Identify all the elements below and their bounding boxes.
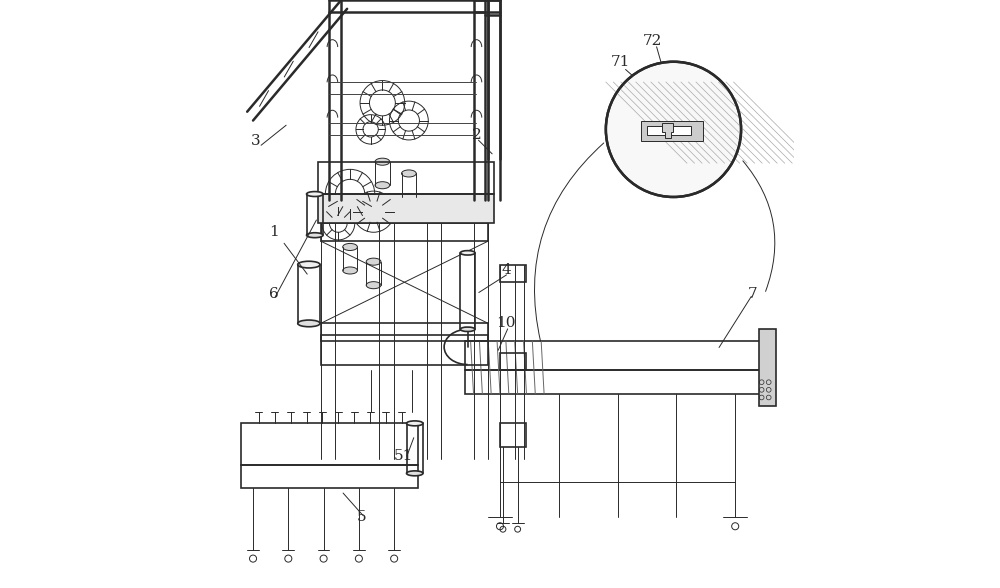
Ellipse shape bbox=[307, 192, 323, 196]
Ellipse shape bbox=[402, 193, 416, 201]
Ellipse shape bbox=[460, 250, 475, 255]
Text: 72: 72 bbox=[643, 34, 663, 48]
Ellipse shape bbox=[460, 327, 475, 332]
Text: 6: 6 bbox=[269, 287, 278, 301]
Polygon shape bbox=[662, 123, 673, 138]
Polygon shape bbox=[641, 121, 703, 141]
Text: 51: 51 bbox=[393, 449, 413, 463]
Text: 1: 1 bbox=[269, 225, 278, 239]
Text: 71: 71 bbox=[611, 55, 630, 69]
Text: 7: 7 bbox=[748, 287, 758, 301]
Ellipse shape bbox=[407, 471, 423, 476]
Polygon shape bbox=[759, 329, 776, 406]
Ellipse shape bbox=[375, 182, 390, 189]
Ellipse shape bbox=[307, 233, 323, 238]
Ellipse shape bbox=[366, 282, 381, 289]
Polygon shape bbox=[647, 126, 691, 135]
Ellipse shape bbox=[402, 170, 416, 177]
Text: 3: 3 bbox=[251, 134, 261, 148]
Ellipse shape bbox=[343, 267, 357, 274]
Polygon shape bbox=[318, 194, 494, 223]
Text: 2: 2 bbox=[472, 128, 481, 142]
Circle shape bbox=[606, 62, 741, 197]
Ellipse shape bbox=[407, 421, 423, 426]
Ellipse shape bbox=[298, 261, 320, 268]
Ellipse shape bbox=[366, 258, 381, 265]
Text: 5: 5 bbox=[357, 510, 367, 524]
Text: 10: 10 bbox=[496, 316, 516, 330]
Ellipse shape bbox=[375, 158, 390, 165]
Ellipse shape bbox=[343, 243, 357, 250]
Ellipse shape bbox=[298, 320, 320, 327]
Text: 4: 4 bbox=[501, 263, 511, 278]
